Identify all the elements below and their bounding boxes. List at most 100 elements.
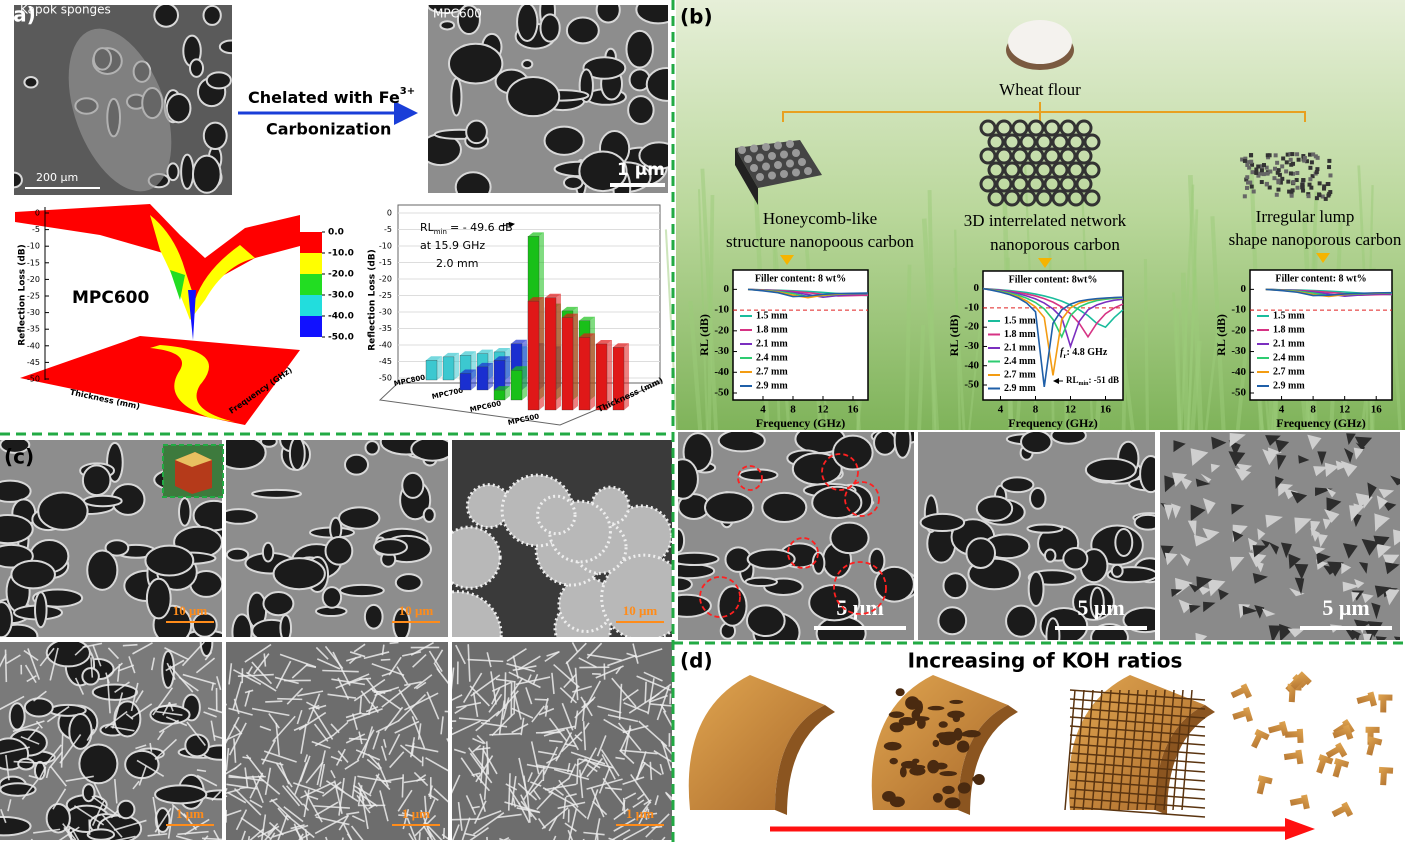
network-cell: [1083, 133, 1101, 151]
sem-fiber: [398, 689, 418, 721]
highlight-circle: [737, 465, 763, 491]
mesh-line: [1069, 806, 1206, 818]
sem-fiber: [452, 720, 481, 736]
pore: [895, 688, 905, 697]
bar-side: [522, 366, 527, 400]
bar: [493, 389, 506, 401]
sem-fiber: [541, 725, 576, 734]
sem-flake: [1324, 508, 1340, 523]
y-tick-label: -20: [27, 275, 40, 284]
surface-spike: [188, 290, 196, 340]
fragment: [1356, 691, 1378, 707]
sem-pore: [188, 58, 205, 78]
bar-side: [505, 356, 510, 390]
fragment: [1332, 724, 1354, 740]
sem-fiber: [415, 681, 427, 690]
sem-fiber: [381, 684, 411, 708]
sem-fiber: [106, 679, 111, 714]
bar-top: [460, 369, 476, 374]
sem-fiber: [544, 783, 577, 791]
axis-label: Frequency (GHz): [1008, 416, 1097, 430]
sem-fiber: [177, 830, 209, 836]
lump-grain: [1295, 171, 1300, 176]
sem-fiber: [527, 772, 533, 783]
sem-fiber: [291, 663, 309, 679]
sem-fiber: [154, 807, 172, 833]
grass-blade: [1389, 278, 1402, 431]
bar-top: [528, 232, 544, 237]
sem-flake: [1353, 447, 1364, 460]
sem-fiber: [557, 801, 586, 810]
scale-bar: [814, 626, 906, 630]
network-cell: [1035, 133, 1053, 151]
pore: [960, 731, 971, 737]
sem-fiber: [277, 807, 290, 821]
sem-fiber: [182, 673, 216, 685]
sem-fiber: [315, 816, 350, 826]
sem-fiber: [233, 788, 262, 816]
sem-fiber: [587, 680, 602, 705]
lump-grain: [1264, 165, 1269, 170]
sem-fiber: [528, 779, 544, 796]
sem-fiber: [399, 744, 423, 763]
y-tick-label: -50: [714, 387, 729, 399]
sem-fiber: [475, 774, 491, 792]
sem-pore: [23, 76, 39, 89]
colorbar-band: [300, 295, 322, 316]
sem-fiber: [104, 710, 128, 729]
axis-label: RL (dB): [697, 314, 711, 356]
sem-fiber: [337, 750, 349, 763]
sem-flake: [1210, 463, 1221, 473]
rl-curve: [982, 287, 1124, 339]
sem-fiber: [330, 769, 336, 779]
sem-flake: [1288, 553, 1301, 569]
material-name: Honeycomb-like: [763, 209, 877, 228]
sem-fiber: [457, 801, 463, 831]
lump-grain: [1306, 194, 1311, 199]
sem-fiber: [389, 642, 399, 645]
sem-fiber: [91, 800, 105, 826]
process-text: Carbonization: [266, 120, 391, 139]
kapok-tube: [68, 28, 172, 192]
sem-fiber: [469, 827, 489, 840]
sem-fiber: [542, 765, 545, 782]
sem-fiber: [574, 696, 596, 719]
sem-pore: [919, 512, 966, 533]
sem-fiber: [622, 776, 645, 785]
sem-fiber: [244, 690, 251, 707]
sem-pore: [81, 783, 96, 803]
sem-fiber: [651, 839, 653, 840]
sem-pore: [321, 586, 343, 609]
lump-grain: [1246, 160, 1251, 165]
sem-fiber: [350, 825, 364, 840]
pore: [900, 760, 918, 769]
scale-label: 200 μm: [36, 171, 78, 184]
sem-flake: [1163, 504, 1174, 521]
sem-fiber: [586, 778, 623, 790]
sem-flake: [1190, 504, 1206, 522]
sem-fiber: [45, 768, 50, 779]
legend-label: 1.8 mm: [756, 324, 788, 335]
tile-edge: [958, 705, 1018, 815]
annotation: fr: 4.8 GHz: [1060, 347, 1108, 359]
network-cell: [1051, 189, 1069, 207]
sem-image: [226, 642, 448, 840]
network-cell: [1059, 175, 1077, 193]
sem-flake: [1351, 592, 1360, 603]
sem-fiber: [263, 750, 297, 763]
sem-flower: [452, 525, 502, 590]
sem-fiber: [471, 805, 480, 809]
sem-fiber: [227, 791, 247, 804]
sem-image: [678, 432, 914, 640]
sem-fiber: [268, 821, 284, 836]
lump-grain: [1290, 188, 1295, 193]
sem-fiber: [315, 646, 329, 660]
sem-pore: [364, 440, 380, 456]
sem-fiber: [251, 775, 264, 804]
sem-fiber: [637, 807, 649, 826]
sem-fiber: [356, 729, 375, 761]
sem-fiber: [44, 744, 62, 766]
sem-fiber: [293, 823, 302, 840]
bar-top: [562, 313, 578, 318]
sem-fiber: [558, 779, 579, 808]
